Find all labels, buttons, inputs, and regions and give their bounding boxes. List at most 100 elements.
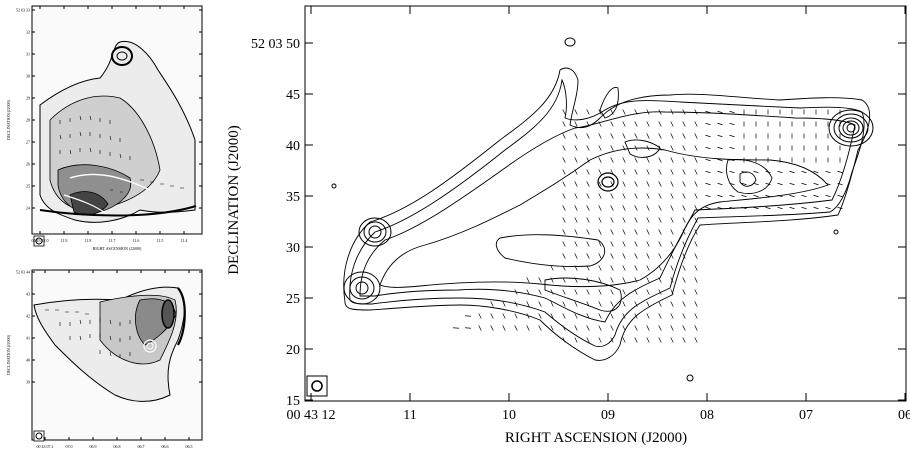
polarization-vector — [646, 277, 650, 283]
polarization-vector — [610, 133, 614, 139]
polarization-vector — [646, 217, 650, 223]
polarization-vector — [610, 109, 614, 115]
polarization-vector — [610, 121, 614, 127]
polarization-vector — [562, 145, 566, 151]
main-polarization-vectors — [452, 109, 843, 343]
polarization-vector — [622, 121, 626, 127]
inset-top-xlabel: RIGHT ASCENSION (J2000) — [93, 246, 142, 251]
polarization-vector — [562, 313, 566, 319]
polarization-vector — [646, 109, 650, 115]
polarization-vector — [634, 253, 638, 259]
polarization-vector — [550, 265, 554, 271]
polarization-vector — [658, 217, 662, 223]
polarization-vector — [610, 301, 614, 307]
polarization-vector — [694, 325, 698, 331]
polarization-vector — [538, 301, 542, 307]
inset-top-x-tick-label: 11.9 — [61, 238, 68, 243]
polarization-vector — [717, 122, 723, 126]
polarization-vector — [777, 170, 783, 174]
polarization-vector — [574, 277, 578, 283]
polarization-vector — [658, 253, 662, 259]
polarization-vector — [598, 133, 602, 139]
polarization-vector — [646, 181, 650, 187]
inset-top-x-tick-label: 11.7 — [109, 238, 116, 243]
polarization-vector — [837, 182, 843, 186]
polarization-vector — [586, 301, 590, 307]
polarization-vector — [514, 289, 518, 295]
polarization-vector — [598, 109, 602, 115]
polarization-vector — [464, 315, 472, 317]
polarization-vector — [538, 277, 542, 283]
polarization-vector — [741, 182, 747, 186]
main-x-tick-label: 06 — [898, 408, 910, 423]
polarization-vector — [658, 229, 662, 235]
polarization-vector — [562, 193, 566, 199]
polarization-vector — [538, 313, 542, 319]
polarization-vector — [658, 277, 662, 283]
polarization-vector — [550, 313, 554, 319]
polarization-vector — [598, 121, 602, 127]
main-x-tick-label: 11 — [403, 408, 416, 423]
polarization-vector — [658, 193, 662, 199]
polarization-vector — [574, 289, 578, 295]
polarization-vector — [646, 253, 650, 259]
inset-bottom-y-tick-label: 41 — [26, 335, 30, 340]
polarization-vector — [670, 313, 674, 319]
polarization-vector — [526, 301, 530, 307]
polarization-vector — [562, 229, 566, 235]
polarization-vector — [610, 313, 614, 319]
polarization-vector — [598, 325, 602, 331]
polarization-vector — [622, 217, 626, 223]
polarization-vector — [717, 206, 723, 210]
polarization-vector — [622, 169, 626, 175]
polarization-vector — [682, 253, 686, 259]
polarization-vector — [837, 194, 843, 198]
main-x-tick-label: 08 — [700, 408, 714, 423]
main-ylabel: DECLINATION (J2000) — [226, 125, 242, 275]
polarization-vector — [574, 121, 578, 127]
polarization-vector — [610, 241, 614, 247]
polarization-vector — [729, 146, 735, 150]
polarization-vector — [598, 289, 602, 295]
polarization-vector — [526, 277, 530, 283]
inset-top-y-tick-label: 29 — [26, 95, 30, 100]
polarization-vector — [646, 325, 650, 331]
polarization-vector — [586, 181, 590, 187]
polarization-vector — [574, 301, 578, 307]
polarization-vector — [789, 182, 795, 186]
polarization-vector — [586, 289, 590, 295]
polarization-vector — [825, 206, 831, 210]
polarization-vector — [464, 327, 472, 329]
polarization-vector — [694, 313, 698, 319]
polarization-vector — [622, 133, 626, 139]
polarization-vector — [729, 182, 735, 186]
polarization-vector — [634, 289, 638, 295]
polarization-vector — [598, 145, 602, 151]
polarization-vector — [586, 169, 590, 175]
polarization-vector — [526, 289, 530, 295]
polarization-vector — [586, 157, 590, 163]
polarization-vector — [490, 313, 494, 319]
polarization-vector — [610, 265, 614, 271]
polarization-vector — [562, 277, 566, 283]
polarization-vector — [705, 182, 711, 186]
polarization-vector — [658, 205, 662, 211]
polarization-vector — [622, 313, 626, 319]
inset-bottom-x-tick-label: 06.9 — [90, 444, 97, 449]
polarization-vector — [634, 229, 638, 235]
polarization-vector — [670, 217, 674, 223]
polarization-vector — [562, 109, 566, 115]
polarization-vector — [478, 325, 482, 331]
polarization-vector — [574, 217, 578, 223]
polarization-vector — [694, 229, 698, 235]
polarization-vector — [646, 169, 650, 175]
polarization-vector — [682, 109, 686, 115]
polarization-vector — [801, 170, 807, 174]
inset-bottom-x-tick-label: 00 43 07.1 — [37, 444, 54, 449]
polarization-vector — [610, 205, 614, 211]
polarization-vector — [753, 170, 759, 174]
polarization-vector — [598, 169, 602, 175]
polarization-vector — [634, 217, 638, 223]
polarization-vector — [670, 205, 674, 211]
polarization-vector — [753, 206, 759, 210]
